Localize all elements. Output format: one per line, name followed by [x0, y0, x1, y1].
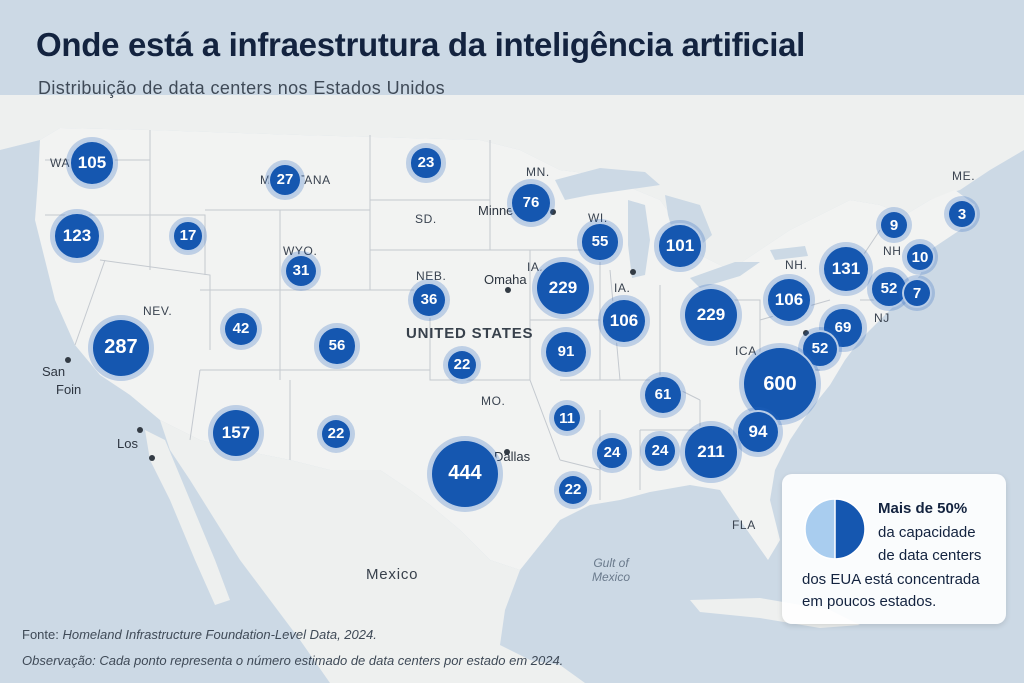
- city-label: Los: [117, 436, 138, 451]
- data-center-bubble: 23: [409, 146, 443, 180]
- data-center-bubble: 3: [947, 199, 977, 229]
- city-dot: [65, 357, 71, 363]
- canada-land: [0, 95, 1024, 270]
- state-label: WI.: [588, 211, 608, 225]
- data-center-bubble: 600: [742, 346, 818, 422]
- state-label: NJ: [874, 311, 890, 325]
- data-center-bubble: 31: [283, 253, 319, 289]
- country-label-mexico: Mexico: [366, 566, 419, 583]
- data-center-bubble: 24: [595, 436, 629, 470]
- note-text: Cada ponto representa o número estimado …: [99, 653, 564, 668]
- data-center-bubble: 69: [822, 307, 864, 349]
- state-label: MN.: [526, 165, 550, 179]
- callout-line: da capacidade: [878, 524, 976, 541]
- data-center-bubble: 123: [53, 212, 101, 260]
- source-label: Fonte:: [22, 627, 59, 642]
- state-label: ME.: [952, 169, 976, 183]
- state-label: IA.: [614, 281, 631, 295]
- data-center-bubble: 101: [657, 223, 703, 269]
- city-label: Omaha: [484, 272, 527, 287]
- data-center-bubble: 22: [445, 348, 479, 382]
- data-center-bubble: 11: [552, 403, 582, 433]
- data-center-bubble: 229: [682, 286, 740, 344]
- footer-note: Observação: Cada ponto representa o núme…: [22, 653, 563, 668]
- data-center-bubble: 444: [429, 438, 501, 510]
- data-center-bubble: 24: [643, 434, 677, 468]
- callout-strong: Mais de 50%: [878, 500, 968, 517]
- city-label: San: [42, 364, 66, 379]
- city-label: Foin: [56, 382, 82, 397]
- data-center-bubble: 22: [556, 473, 590, 507]
- lake-michigan: [628, 200, 650, 278]
- state-label: NH.: [785, 258, 808, 272]
- usa-land: [35, 128, 975, 570]
- data-center-bubble: 52: [869, 269, 909, 309]
- state-label: IA.: [527, 260, 544, 274]
- summary-callout: Mais de 50% da capacidade de data center…: [782, 474, 1006, 624]
- data-center-bubble: 157: [210, 407, 262, 459]
- water-label-gulf: Gult of Mexico: [592, 556, 631, 584]
- callout-line: de data centers: [878, 547, 982, 564]
- state-label: WYO.: [283, 244, 318, 258]
- pie-share-slice: [834, 498, 866, 560]
- data-center-bubble: 106: [601, 298, 647, 344]
- state-label: WA: [50, 156, 71, 170]
- state-label: ICA: [735, 344, 757, 358]
- state-label: NH: [883, 244, 902, 258]
- city-label: Minne: [478, 203, 514, 218]
- state-label: NEV.: [143, 304, 173, 318]
- footer-source: Fonte: Homeland Infrastructure Foundatio…: [22, 627, 377, 642]
- city-dot: [137, 427, 143, 433]
- country-label-us: UNITED STATES: [406, 325, 534, 342]
- city-label: Dallas: [494, 449, 531, 464]
- data-center-bubble: 42: [222, 310, 260, 348]
- data-center-bubble: 17: [172, 220, 204, 252]
- city-dot: [803, 330, 809, 336]
- page-subtitle: Distribuição de data centers nos Estados…: [38, 78, 446, 98]
- state-label: FLA: [732, 518, 756, 532]
- share-pie-chart: [804, 498, 866, 560]
- mexico-land: [160, 420, 585, 683]
- data-center-bubble: 211: [683, 424, 739, 480]
- data-center-bubble: 131: [821, 244, 871, 294]
- data-center-bubble: 27: [268, 163, 302, 197]
- data-center-bubble: 76: [509, 181, 553, 225]
- callout-line: dos EUA está concentrada: [802, 571, 980, 588]
- note-label: Observação:: [22, 653, 96, 668]
- data-center-bubble: 91: [544, 330, 588, 374]
- city-dot: [504, 449, 510, 455]
- data-center-bubble: 287: [90, 317, 152, 379]
- lake-superior: [555, 168, 660, 200]
- city-dot: [505, 287, 511, 293]
- data-center-bubble: 55: [580, 222, 620, 262]
- city-dot: [149, 455, 155, 461]
- page-title: Onde está a infraestrutura da inteligênc…: [36, 26, 806, 63]
- data-center-bubble: 22: [319, 417, 353, 451]
- data-center-bubble: 7: [902, 278, 932, 308]
- lake-ontario: [770, 246, 808, 260]
- baja-land: [145, 430, 230, 605]
- data-center-bubble: 94: [735, 409, 781, 455]
- state-label: MO.: [481, 394, 506, 408]
- lake-erie: [690, 262, 760, 288]
- data-center-bubble: 10: [905, 242, 935, 272]
- data-center-bubble: 229: [534, 259, 592, 317]
- city-dot: [630, 269, 636, 275]
- data-center-bubble: 56: [317, 326, 357, 366]
- callout-line: em poucos estados.: [802, 593, 937, 610]
- data-center-bubble: 36: [411, 282, 447, 318]
- data-center-bubble: 9: [879, 210, 909, 240]
- data-center-bubble: 52: [800, 329, 840, 369]
- state-label: NEB.: [416, 269, 447, 283]
- data-center-bubble: 106: [766, 277, 812, 323]
- city-dot: [550, 209, 556, 215]
- source-text: Homeland Infrastructure Foundation-Level…: [62, 627, 377, 642]
- data-center-bubble: 61: [643, 375, 683, 415]
- data-center-bubble: 105: [69, 140, 115, 186]
- state-label: SD.: [415, 212, 437, 226]
